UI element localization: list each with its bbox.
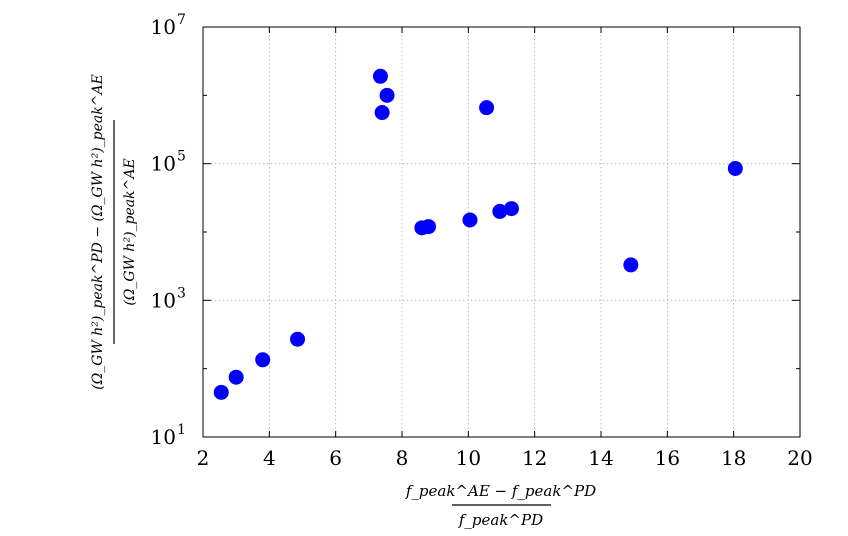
data-point bbox=[374, 105, 390, 121]
data-point bbox=[213, 384, 229, 400]
y-axis-label: (Ω_GW h²)_peak^PD − (Ω_GW h²)_peak^AE (Ω… bbox=[90, 74, 138, 390]
x-tick-label: 2 bbox=[197, 446, 210, 470]
x-axis-ticks: 2 4 6 8 10 12 14 16 18 20 bbox=[197, 27, 813, 470]
data-point bbox=[379, 87, 395, 103]
y-tick-label-exponent: 7 bbox=[177, 12, 186, 28]
axes bbox=[202, 26, 801, 438]
data-point bbox=[255, 352, 271, 368]
x-axis-label: f_peak^AE − f_peak^PD f_peak^PD bbox=[405, 482, 596, 529]
x-tick-label: 8 bbox=[396, 446, 409, 470]
y-tick-label: 10 bbox=[151, 425, 176, 449]
x-tick-label: 12 bbox=[522, 446, 547, 470]
data-point bbox=[479, 100, 495, 116]
data-point bbox=[503, 201, 519, 217]
data-point bbox=[372, 68, 388, 84]
x-tick-label: 6 bbox=[329, 446, 342, 470]
y-tick-label: 10 bbox=[151, 288, 176, 312]
x-tick-label: 10 bbox=[456, 446, 481, 470]
x-tick-label: 20 bbox=[787, 446, 812, 470]
y-tick-label-exponent: 3 bbox=[177, 285, 186, 301]
x-tick-label: 4 bbox=[263, 446, 276, 470]
data-point bbox=[228, 369, 244, 385]
grid-lines bbox=[203, 27, 800, 437]
data-point bbox=[727, 160, 743, 176]
x-tick-label: 16 bbox=[655, 446, 680, 470]
data-point bbox=[462, 212, 478, 228]
x-axis-label-numerator: f_peak^AE − f_peak^PD bbox=[405, 482, 596, 500]
data-points bbox=[213, 68, 743, 400]
data-point bbox=[623, 257, 639, 273]
y-tick-label-exponent: 5 bbox=[177, 149, 186, 165]
y-tick-label-exponent: 1 bbox=[177, 422, 186, 438]
y-tick-label: 10 bbox=[151, 152, 176, 176]
y-axis-label-numerator: (Ω_GW h²)_peak^PD − (Ω_GW h²)_peak^AE bbox=[90, 74, 106, 390]
x-axis-label-denominator: f_peak^PD bbox=[458, 511, 543, 529]
y-axis-label-denominator: (Ω_GW h²)_peak^AE bbox=[122, 158, 138, 305]
x-tick-label: 14 bbox=[588, 446, 613, 470]
data-point bbox=[421, 219, 437, 235]
x-tick-label: 18 bbox=[721, 446, 746, 470]
plot-frame bbox=[202, 26, 801, 438]
data-point bbox=[290, 331, 306, 347]
data-point bbox=[492, 203, 508, 219]
y-tick-label: 10 bbox=[151, 15, 176, 39]
